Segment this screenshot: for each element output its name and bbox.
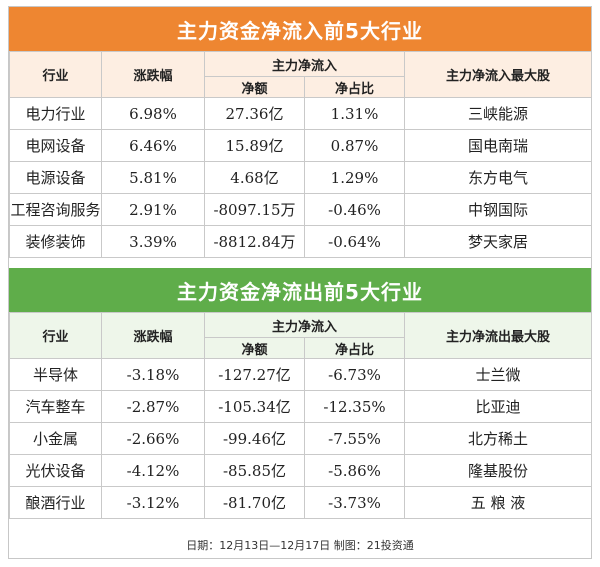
table-row: 半导体 -3.18% -127.27亿 -6.73% 士兰微 <box>9 358 593 391</box>
stock-cell: 国电南瑞 <box>404 129 593 162</box>
amount-cell: -85.85亿 <box>204 454 305 487</box>
ratio-cell: -0.46% <box>303 193 406 226</box>
stock-cell: 五 粮 液 <box>404 486 593 519</box>
change-cell: 5.81% <box>101 161 205 194</box>
inflow-title: 主力资金净流入前5大行业 <box>177 18 423 43</box>
stock-cell: 梦天家居 <box>404 225 593 258</box>
industry-cell: 酿酒行业 <box>9 486 102 519</box>
stock-cell: 北方稀土 <box>404 422 593 455</box>
table-row: 小金属 -2.66% -99.46亿 -7.55% 北方稀土 <box>9 422 593 455</box>
change-cell: 6.46% <box>101 129 205 162</box>
industry-cell: 工程咨询服务 <box>9 193 102 226</box>
header-change: 涨跌幅 <box>101 312 205 359</box>
stock-cell: 比亚迪 <box>404 390 593 423</box>
amount-cell: 27.36亿 <box>204 97 305 130</box>
header-net-amount: 净额 <box>204 337 305 359</box>
table-row: 电力行业 6.98% 27.36亿 1.31% 三峡能源 <box>9 97 593 130</box>
header-industry: 行业 <box>9 51 102 98</box>
amount-cell: -99.46亿 <box>204 422 305 455</box>
ratio-cell: -6.73% <box>303 358 406 391</box>
outflow-title: 主力资金净流出前5大行业 <box>177 279 423 304</box>
amount-cell: -105.34亿 <box>204 390 305 423</box>
ratio-cell: -12.35% <box>303 390 406 423</box>
industry-cell: 装修装饰 <box>9 225 102 258</box>
footer-caption: 日期：12月13日—12月17日 制图：21投资通 <box>9 531 591 558</box>
header-industry: 行业 <box>9 312 102 359</box>
industry-cell: 电源设备 <box>9 161 102 194</box>
header-net-ratio: 净占比 <box>303 337 406 359</box>
change-cell: -2.66% <box>101 422 205 455</box>
stock-cell: 士兰微 <box>404 358 593 391</box>
amount-cell: -8812.84万 <box>204 225 305 258</box>
change-cell: -2.87% <box>101 390 205 423</box>
table-row: 装修装饰 3.39% -8812.84万 -0.64% 梦天家居 <box>9 225 593 258</box>
header-net-ratio: 净占比 <box>303 76 406 98</box>
amount-cell: -8097.15万 <box>204 193 305 226</box>
change-cell: -4.12% <box>101 454 205 487</box>
table-row: 电源设备 5.81% 4.68亿 1.29% 东方电气 <box>9 161 593 194</box>
stock-cell: 三峡能源 <box>404 97 593 130</box>
stock-cell: 东方电气 <box>404 161 593 194</box>
table-row: 工程咨询服务 2.91% -8097.15万 -0.46% 中钢国际 <box>9 193 593 226</box>
ratio-cell: 1.31% <box>303 97 406 130</box>
industry-cell: 汽车整车 <box>9 390 102 423</box>
stock-cell: 隆基股份 <box>404 454 593 487</box>
ratio-cell: 0.87% <box>303 129 406 162</box>
industry-cell: 小金属 <box>9 422 102 455</box>
industry-cell: 电网设备 <box>9 129 102 162</box>
change-cell: -3.18% <box>101 358 205 391</box>
inflow-table: 行业 涨跌幅 主力净流入 主力净流入最大股 净额 净占比 电力行业 6.98% … <box>9 51 593 258</box>
table-row: 电网设备 6.46% 15.89亿 0.87% 国电南瑞 <box>9 129 593 162</box>
change-cell: 2.91% <box>101 193 205 226</box>
inflow-title-banner: 主力资金净流入前5大行业 <box>9 7 591 51</box>
amount-cell: -81.70亿 <box>204 486 305 519</box>
table-row: 酿酒行业 -3.12% -81.70亿 -3.73% 五 粮 液 <box>9 486 593 519</box>
ratio-cell: -0.64% <box>303 225 406 258</box>
ratio-cell: -3.73% <box>303 486 406 519</box>
header-top-stock: 主力净流出最大股 <box>404 312 593 359</box>
header-change: 涨跌幅 <box>101 51 205 98</box>
outflow-title-banner: 主力资金净流出前5大行业 <box>9 268 591 312</box>
header-net-group: 主力净流入 <box>203 51 406 77</box>
amount-cell: -127.27亿 <box>204 358 305 391</box>
amount-cell: 15.89亿 <box>204 129 305 162</box>
industry-cell: 电力行业 <box>9 97 102 130</box>
industry-cell: 半导体 <box>9 358 102 391</box>
ratio-cell: -5.86% <box>303 454 406 487</box>
header-net-amount: 净额 <box>204 76 305 98</box>
header-net-group: 主力净流入 <box>203 312 406 338</box>
change-cell: -3.12% <box>101 486 205 519</box>
change-cell: 3.39% <box>101 225 205 258</box>
ratio-cell: -7.55% <box>303 422 406 455</box>
industry-cell: 光伏设备 <box>9 454 102 487</box>
stock-cell: 中钢国际 <box>404 193 593 226</box>
change-cell: 6.98% <box>101 97 205 130</box>
footer-text: 日期：12月13日—12月17日 制图：21投资通 <box>186 538 414 552</box>
header-top-stock: 主力净流入最大股 <box>404 51 593 98</box>
table-row: 汽车整车 -2.87% -105.34亿 -12.35% 比亚迪 <box>9 390 593 423</box>
ratio-cell: 1.29% <box>303 161 406 194</box>
outflow-table: 行业 涨跌幅 主力净流入 主力净流出最大股 净额 净占比 半导体 -3.18% … <box>9 312 593 519</box>
amount-cell: 4.68亿 <box>204 161 305 194</box>
table-row: 光伏设备 -4.12% -85.85亿 -5.86% 隆基股份 <box>9 454 593 487</box>
